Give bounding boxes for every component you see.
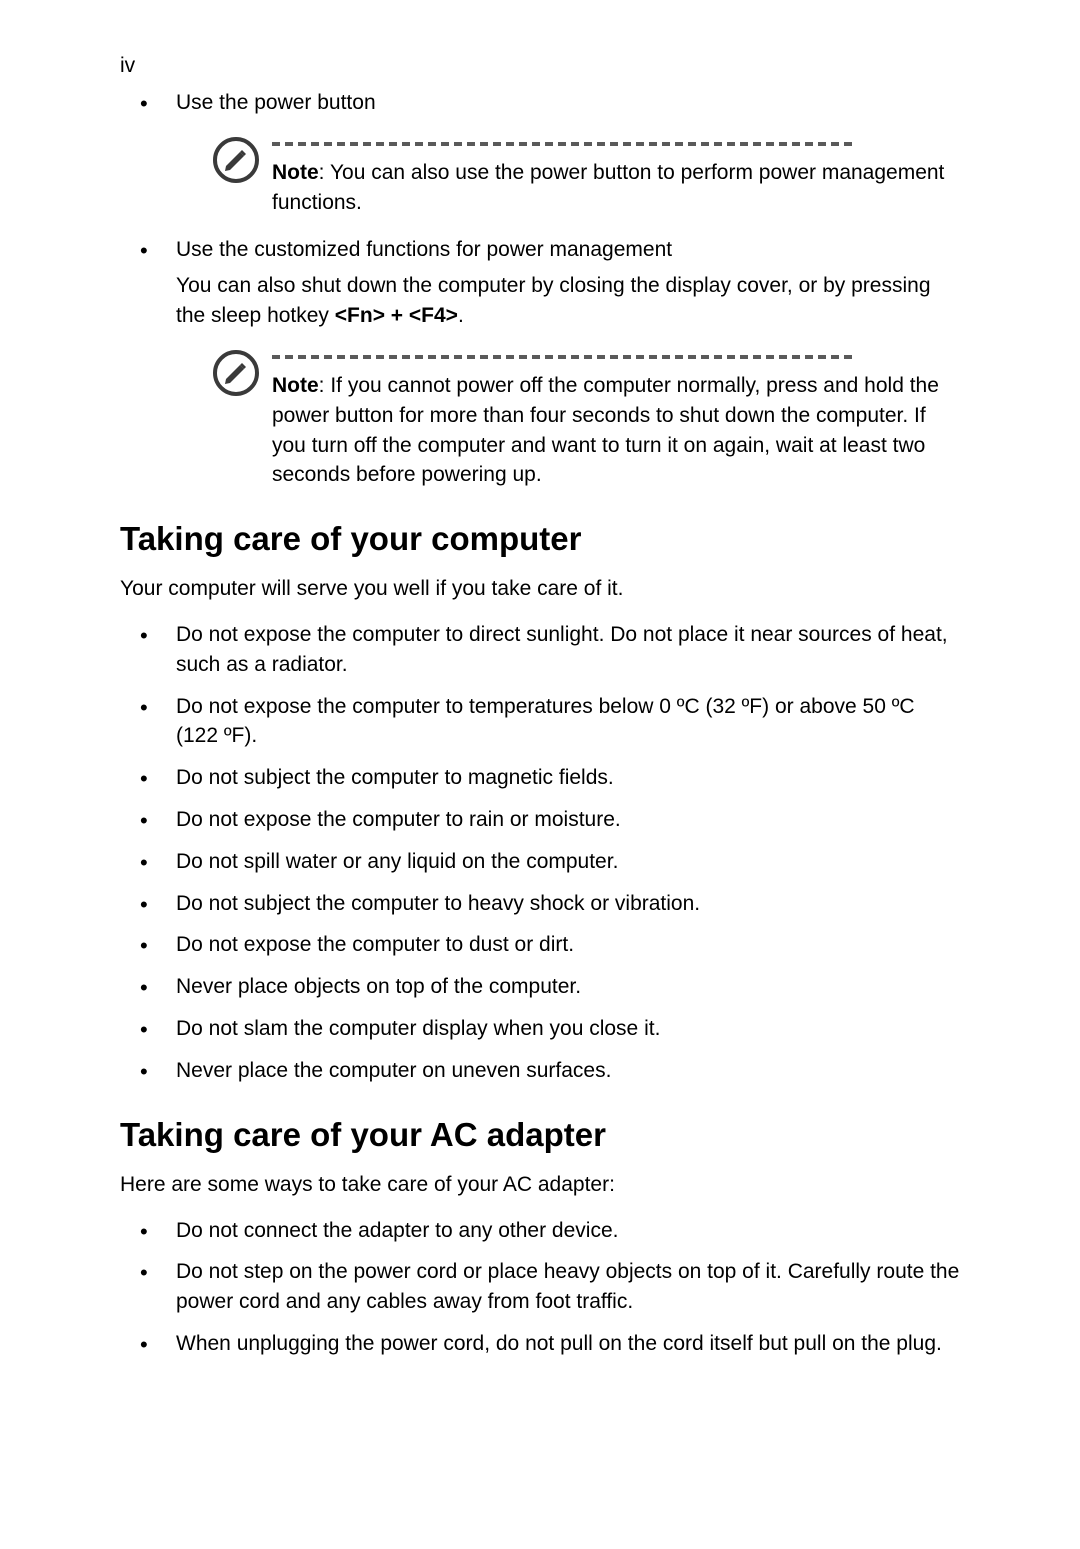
list-item: Do not expose the computer to rain or mo… [140,805,960,835]
note-block: Note: If you cannot power off the comput… [212,345,960,490]
section-heading-ac-adapter: Taking care of your AC adapter [120,1116,960,1154]
dotted-divider [272,355,960,359]
list-item: Never place objects on top of the comput… [140,972,960,1002]
note-body: Note: You can also use the power button … [272,132,960,218]
document-page: iv Use the power button [0,0,1080,1431]
list-item: Do not expose the computer to dust or di… [140,930,960,960]
bullet-text: Use the customized functions for power m… [176,238,672,261]
pencil-note-icon [212,349,260,397]
list-item: Do not step on the power cord or place h… [140,1257,960,1317]
ac-adapter-list: Do not connect the adapter to any other … [120,1216,960,1359]
hotkey-text: <Fn> + <F4> [335,304,458,327]
pencil-note-icon [212,136,260,184]
note-block: Note: You can also use the power button … [212,132,960,218]
list-item: Never place the computer on uneven surfa… [140,1056,960,1086]
computer-care-list: Do not expose the computer to direct sun… [120,620,960,1086]
list-item: Use the customized functions for power m… [140,235,960,490]
note-text: Note: If you cannot power off the comput… [272,371,960,490]
list-item: When unplugging the power cord, do not p… [140,1329,960,1359]
subtext-after: . [458,304,464,327]
dotted-divider [272,142,960,146]
note-content: : You can also use the power button to p… [272,161,944,214]
note-text: Note: You can also use the power button … [272,158,960,218]
section-heading-computer-care: Taking care of your computer [120,520,960,558]
section-intro: Here are some ways to take care of your … [120,1170,960,1200]
list-item: Do not expose the computer to direct sun… [140,620,960,680]
bullet-subtext: You can also shut down the computer by c… [176,271,960,331]
section-intro: Your computer will serve you well if you… [120,574,960,604]
list-item: Do not spill water or any liquid on the … [140,847,960,877]
bullet-text: Use the power button [176,91,376,114]
list-item: Do not slam the computer display when yo… [140,1014,960,1044]
list-item: Do not connect the adapter to any other … [140,1216,960,1246]
content-area: Use the power button Note: You can also … [120,88,960,1359]
list-item: Do not expose the computer to temperatur… [140,692,960,752]
note-body: Note: If you cannot power off the comput… [272,345,960,490]
note-label: Note [272,161,319,184]
note-content: : If you cannot power off the computer n… [272,374,939,486]
top-bullet-list: Use the power button Note: You can also … [120,88,960,490]
list-item: Do not subject the computer to magnetic … [140,763,960,793]
list-item: Do not subject the computer to heavy sho… [140,889,960,919]
subtext-before: You can also shut down the computer by c… [176,274,931,327]
note-label: Note [272,374,319,397]
list-item: Use the power button Note: You can also … [140,88,960,217]
page-number: iv [120,54,135,78]
